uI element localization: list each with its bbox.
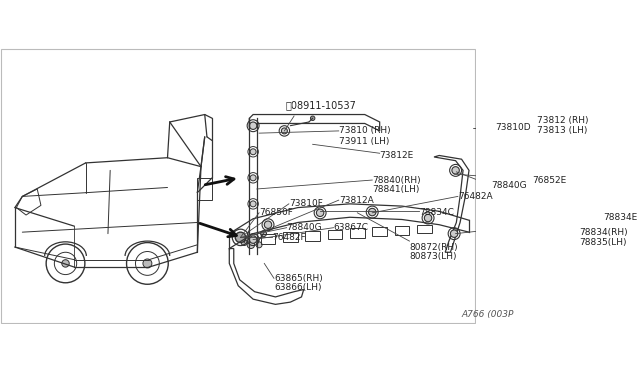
Text: 78834E: 78834E — [603, 213, 637, 222]
Text: 63867C: 63867C — [333, 223, 369, 232]
Text: 63866(LH): 63866(LH) — [274, 283, 321, 292]
Text: 73812A: 73812A — [339, 196, 374, 205]
Circle shape — [424, 214, 432, 222]
Text: 78841(LH): 78841(LH) — [372, 185, 420, 194]
Text: 78840G: 78840G — [287, 223, 322, 232]
Circle shape — [143, 259, 152, 268]
Circle shape — [369, 208, 376, 216]
Circle shape — [260, 231, 266, 237]
Circle shape — [236, 232, 246, 243]
Text: ⓝ08911-10537: ⓝ08911-10537 — [285, 100, 356, 110]
Circle shape — [451, 230, 458, 237]
Circle shape — [247, 241, 255, 248]
Circle shape — [264, 221, 272, 228]
Circle shape — [256, 242, 262, 248]
Circle shape — [310, 116, 315, 121]
Text: 78835(LH): 78835(LH) — [579, 238, 627, 247]
Circle shape — [282, 128, 287, 134]
Text: 76852E: 76852E — [532, 176, 566, 185]
Text: 63865(RH): 63865(RH) — [274, 274, 323, 283]
Circle shape — [250, 236, 257, 243]
Text: 76482F: 76482F — [272, 233, 305, 242]
Text: 73810F: 73810F — [289, 199, 323, 208]
Text: 78840(RH): 78840(RH) — [372, 176, 421, 185]
Text: 76482A: 76482A — [458, 192, 492, 201]
Text: 73812 (RH): 73812 (RH) — [538, 116, 589, 125]
Text: 78840G: 78840G — [492, 181, 527, 190]
Text: A766 (003P: A766 (003P — [461, 310, 514, 318]
Text: 73810 (RH): 73810 (RH) — [339, 126, 390, 135]
Circle shape — [250, 122, 257, 129]
Circle shape — [250, 201, 256, 207]
Text: 80872(RH): 80872(RH) — [410, 243, 458, 251]
Text: 73810D: 73810D — [495, 124, 531, 132]
Text: 73813 (LH): 73813 (LH) — [538, 126, 588, 135]
Text: 78834(RH): 78834(RH) — [579, 228, 628, 237]
Circle shape — [241, 240, 247, 246]
Circle shape — [250, 175, 256, 181]
Text: 80873(LH): 80873(LH) — [410, 252, 457, 261]
Circle shape — [62, 260, 69, 267]
Circle shape — [250, 149, 256, 155]
Text: 76850F: 76850F — [259, 208, 293, 217]
Circle shape — [316, 209, 324, 217]
Text: 73812E: 73812E — [380, 151, 414, 160]
Text: 78834C: 78834C — [419, 208, 454, 217]
Circle shape — [452, 167, 460, 174]
Text: 73911 (LH): 73911 (LH) — [339, 137, 389, 146]
